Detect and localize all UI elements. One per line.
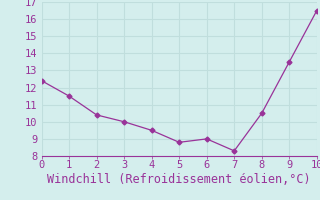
X-axis label: Windchill (Refroidissement éolien,°C): Windchill (Refroidissement éolien,°C) [47,173,311,186]
